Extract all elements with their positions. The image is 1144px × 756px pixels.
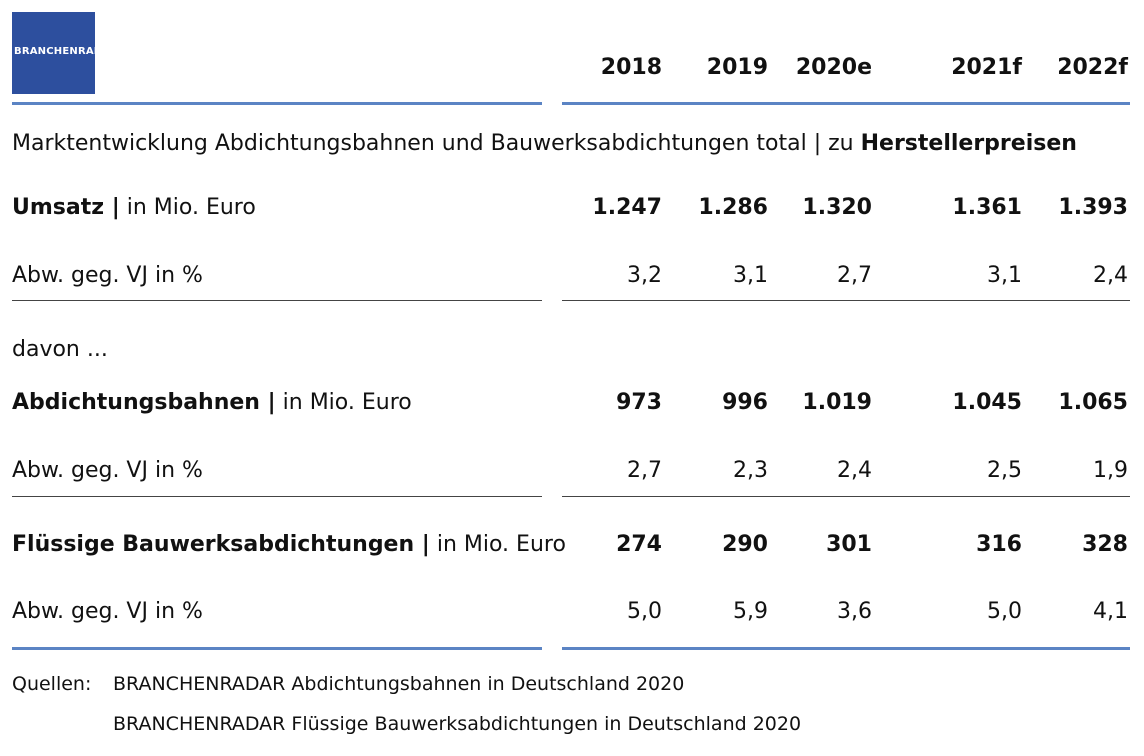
cell: 1.045: [952, 390, 1022, 415]
cell: 2,5: [987, 458, 1022, 483]
subtitle-text: Marktentwicklung Abdichtungsbahnen und B…: [12, 131, 854, 156]
cell: 5,9: [733, 599, 768, 624]
cell: 2,7: [627, 458, 662, 483]
logo-text: BRANCHENRADAR: [14, 46, 119, 57]
cell: 5,0: [627, 599, 662, 624]
cell: 2,3: [733, 458, 768, 483]
footer-rule: [12, 647, 542, 650]
row-label: Abw. geg. VJ in %: [12, 262, 203, 290]
cell: 3,2: [627, 263, 662, 288]
row-rule: [562, 496, 1130, 497]
row-label: Flüssige Bauwerksabdichtungen | in Mio. …: [12, 531, 566, 559]
subtitle: Marktentwicklung Abdichtungsbahnen und B…: [12, 130, 1077, 158]
column-header: 2018: [600, 55, 662, 80]
cell: 1.065: [1058, 390, 1128, 415]
row-label-bold: Abdichtungsbahnen |: [12, 390, 276, 415]
cell: 3,1: [733, 263, 768, 288]
row-label-bold: Flüssige Bauwerksabdichtungen |: [12, 532, 430, 557]
row-rule: [562, 300, 1130, 301]
cell: 5,0: [987, 599, 1022, 624]
row-label: Abdichtungsbahnen | in Mio. Euro: [12, 389, 412, 417]
row-rule: [12, 496, 542, 497]
cell: 3,1: [987, 263, 1022, 288]
row-label: Abw. geg. VJ in %: [12, 457, 203, 485]
row-label-text: Abw. geg. VJ in %: [12, 263, 203, 288]
row-label-text: in Mio. Euro: [126, 195, 256, 220]
cell: 973: [616, 390, 662, 415]
sources-label: Quellen:: [12, 673, 92, 695]
cell: 1,9: [1093, 458, 1128, 483]
row-label-text: Abw. geg. VJ in %: [12, 599, 203, 624]
source: BRANCHENRADAR Flüssige Bauwerksabdichtun…: [113, 713, 802, 735]
row-label-bold: Umsatz |: [12, 195, 120, 220]
cell: 996: [722, 390, 768, 415]
cell: 2,4: [837, 458, 872, 483]
cell: 2,4: [1093, 263, 1128, 288]
row-rule: [12, 300, 542, 301]
column-header: 2019: [706, 55, 768, 80]
row-label: davon ...: [12, 336, 108, 364]
cell: 1.320: [802, 195, 872, 220]
cell: 4,1: [1093, 599, 1128, 624]
cell: 2,7: [837, 263, 872, 288]
cell: 1.019: [802, 390, 872, 415]
column-header: 2021f: [951, 55, 1022, 80]
cell: 3,6: [837, 599, 872, 624]
cell: 328: [1082, 532, 1128, 557]
header-rule: [562, 102, 1130, 105]
row-label: Abw. geg. VJ in %: [12, 598, 203, 626]
column-header: 2020e: [795, 55, 872, 80]
cell: 1.286: [698, 195, 768, 220]
footer-rule: [562, 647, 1130, 650]
row-label: Umsatz | in Mio. Euro: [12, 194, 256, 222]
header-rule: [12, 102, 542, 105]
logo: BRANCHENRADAR: [12, 12, 118, 94]
cell: 301: [826, 532, 872, 557]
cell: 1.247: [592, 195, 662, 220]
row-label-text: in Mio. Euro: [282, 390, 412, 415]
cell: 1.393: [1058, 195, 1128, 220]
row-label-text: Abw. geg. VJ in %: [12, 458, 203, 483]
cell: 290: [722, 532, 768, 557]
cell: 1.361: [952, 195, 1022, 220]
cell: 274: [616, 532, 662, 557]
cell: 316: [976, 532, 1022, 557]
row-label-text: in Mio. Euro: [436, 532, 566, 557]
source: BRANCHENRADAR Abdichtungsbahnen in Deuts…: [113, 673, 685, 695]
row-label-text: davon ...: [12, 337, 108, 362]
column-header: 2022f: [1057, 55, 1128, 80]
subtitle-bold: Herstellerpreisen: [860, 131, 1077, 156]
